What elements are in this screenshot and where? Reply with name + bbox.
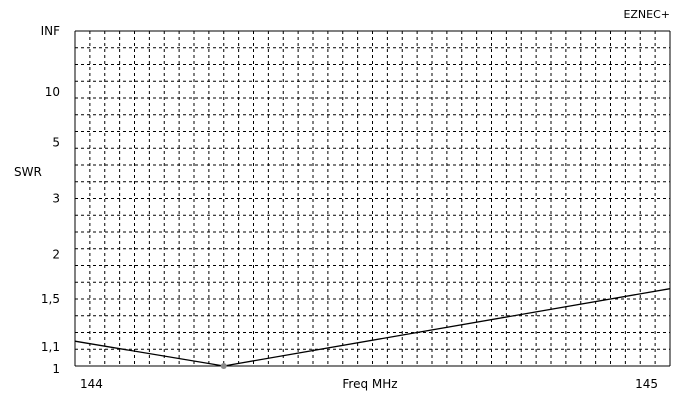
app-brand: EZNEC+ (623, 8, 670, 21)
y-tick-label: INF (41, 24, 61, 38)
y-tick-labels: 1 1,1 1,5 2 3 5 10 INF (41, 24, 61, 376)
y-tick-label: 1,5 (41, 292, 60, 306)
x-tick-labels: 144 145 (80, 377, 658, 391)
y-tick-label: 10 (45, 85, 60, 99)
grid (75, 31, 670, 366)
minimum-swr-marker (220, 363, 227, 369)
y-tick-label: 1,1 (41, 340, 60, 354)
y-tick-label: 1 (52, 362, 60, 376)
x-axis-label: Freq MHz (342, 377, 397, 391)
x-tick-label: 145 (635, 377, 658, 391)
y-axis-label: SWR (14, 165, 42, 179)
x-tick-label: 144 (80, 377, 103, 391)
y-tick-label: 3 (52, 192, 60, 206)
y-tick-label: 5 (52, 136, 60, 150)
y-tick-label: 2 (52, 247, 60, 261)
